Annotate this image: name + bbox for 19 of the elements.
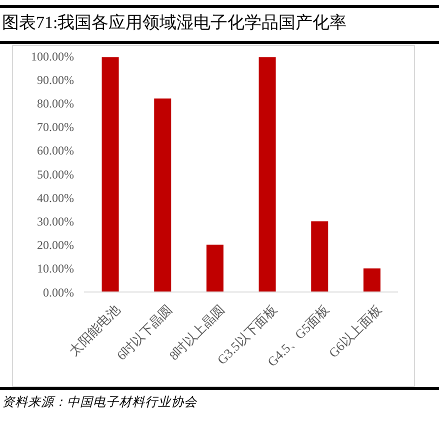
y-tick-label: 90.00% [37, 72, 74, 87]
text: 资料来源：中国电子材料行业协会 [2, 394, 197, 411]
y-tick-label: 0.00% [43, 285, 74, 300]
bar [258, 57, 276, 292]
y-tick-label: 80.00% [37, 96, 74, 110]
bar [363, 268, 380, 292]
bar [102, 57, 119, 292]
bar [206, 244, 224, 292]
y-tick-label: 10.00% [37, 262, 74, 276]
y-tick-label: 40.00% [37, 190, 74, 205]
bar [311, 221, 328, 292]
y-tick-label: 50.00% [37, 167, 74, 182]
y-tick-label: 20.00% [37, 238, 74, 252]
y-tick-label: 60.00% [37, 144, 74, 158]
y-tick-label: 70.00% [37, 120, 74, 134]
y-tick-label: 30.00% [37, 214, 74, 228]
chart-title: 图表71:我国各应用领域湿电子化学品国产化率 [2, 12, 347, 34]
y-tick-label: 100.00% [31, 49, 74, 64]
bar [154, 98, 172, 292]
